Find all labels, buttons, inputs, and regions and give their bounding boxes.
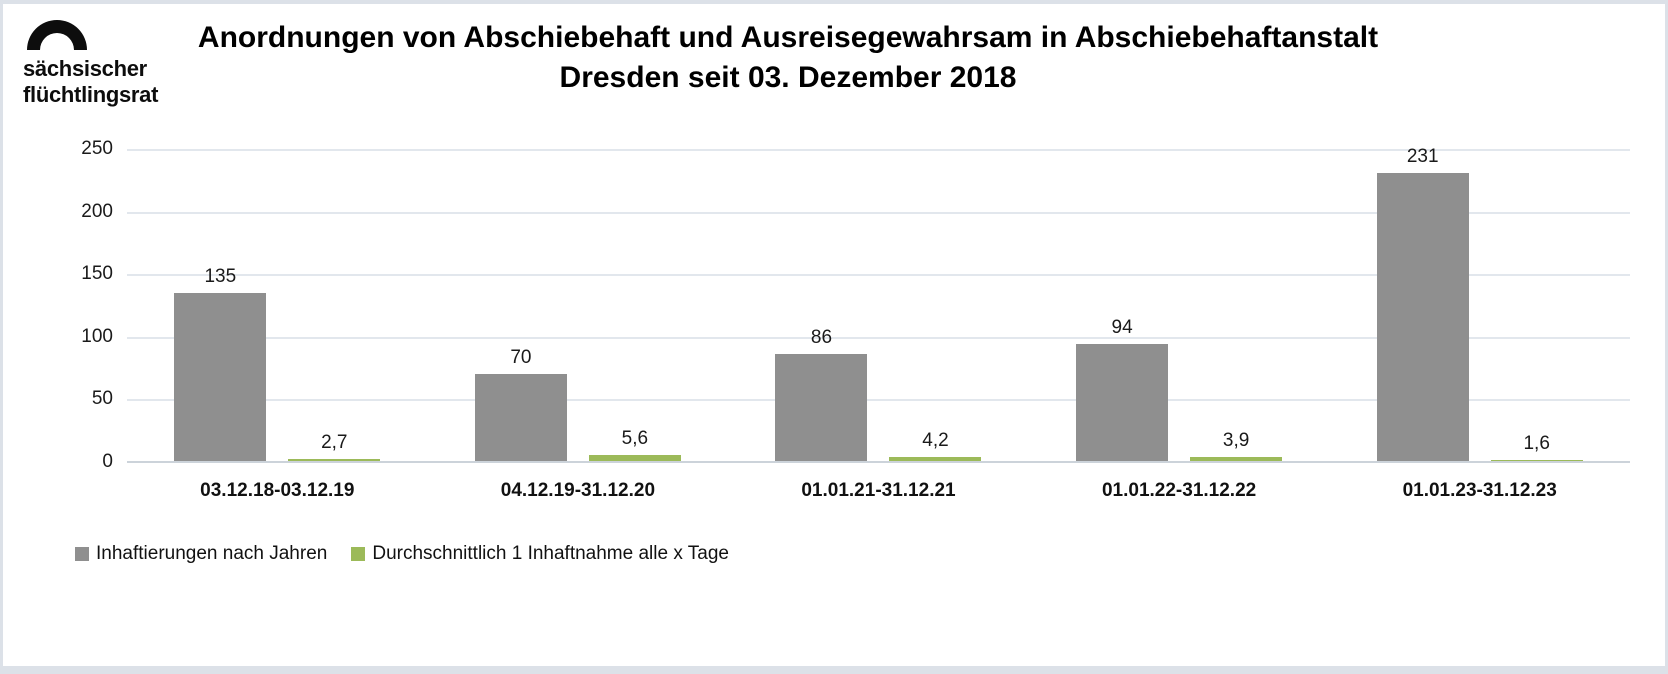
bar	[1076, 344, 1169, 462]
plot-area: 135 2,7 03.12.18-03.12.19 70 5,6 04.12.19-31.…	[127, 145, 1630, 501]
chart-title-line2: Dresden seit 03. Dezember 2018	[559, 61, 1017, 94]
value-label: 5,6	[621, 428, 649, 449]
category-label: 01.01.23-31.12.23	[1402, 480, 1557, 501]
legend: Inhaftierungen nach Jahren Durchschnittli…	[75, 543, 729, 565]
legend-item: Inhaftierungen nach Jahren	[75, 543, 327, 565]
value-label: 3,9	[1222, 430, 1250, 452]
y-axis-tick-label: 50	[91, 388, 113, 410]
bar	[174, 292, 267, 462]
arch-icon	[27, 20, 87, 50]
y-axis-tick-label: 250	[81, 138, 113, 159]
category-label: 01.01.22-31.12.22	[1101, 480, 1257, 501]
chart-title-line1: Anordnungen von Abschiebehaft und Ausrei…	[197, 21, 1379, 54]
chart-title: Anordnungen von Abschiebehaft und Ausrei…	[123, 18, 1453, 98]
bar	[474, 374, 567, 462]
gridline	[127, 149, 1630, 151]
bar	[1190, 457, 1283, 462]
value-label: 4,2	[922, 429, 949, 451]
legend-item: Durchschnittlich 1 Inhaftnahme alle x Ta…	[351, 543, 729, 565]
bar-group: 70 5,6 04.12.19-31.12.20	[428, 149, 729, 501]
logo-line2: flüchtlingsrat	[23, 82, 159, 107]
legend-swatch-icon	[351, 547, 366, 561]
category-label: 04.12.19-31.12.20	[500, 480, 656, 501]
logo-text: sächsischer flüchtlingsrat	[23, 56, 158, 108]
y-axis-tick-label: 100	[81, 325, 113, 347]
value-label: 135	[204, 265, 237, 287]
bar-group: 135 2,7 03.12.18-03.12.19	[127, 149, 428, 501]
gridline	[127, 274, 1630, 277]
bar-group: 231 1,6 01.01.23-31.12.23	[1329, 145, 1630, 501]
value-label: 94	[1111, 317, 1133, 339]
value-label: 86	[810, 327, 833, 349]
y-axis-tick-label: 0	[102, 451, 113, 472]
legend-swatch-icon	[75, 547, 89, 561]
value-label: 231	[1406, 145, 1439, 167]
legend-label: Inhaftierungen nach Jahren	[96, 543, 328, 564]
gridline	[127, 211, 1630, 214]
category-label: 01.01.21-31.12.21	[801, 480, 956, 501]
value-label: 1,6	[1523, 433, 1550, 454]
value-label: 70	[510, 347, 532, 369]
bar	[288, 458, 381, 462]
value-label: 2,7	[321, 431, 348, 453]
logo-line1: sächsischer	[23, 56, 147, 81]
legend-label: Durchschnittlich 1 Inhaftnahme alle x Ta…	[372, 543, 729, 564]
bar	[588, 455, 681, 462]
bar	[889, 456, 982, 462]
gridline	[127, 399, 1630, 402]
bar-group: 86 4,2 01.01.21-31.12.21	[728, 149, 1029, 501]
category-label: 03.12.18-03.12.19	[200, 480, 355, 501]
gridline	[127, 336, 1630, 339]
y-axis-tick-label: 150	[81, 263, 113, 285]
bar-group: 94 3,9 01.01.22-31.12.22	[1029, 149, 1330, 501]
y-axis-tick-label: 200	[81, 200, 113, 222]
x-axis-line	[127, 461, 1630, 463]
bar	[775, 354, 868, 462]
bar	[1376, 172, 1469, 462]
